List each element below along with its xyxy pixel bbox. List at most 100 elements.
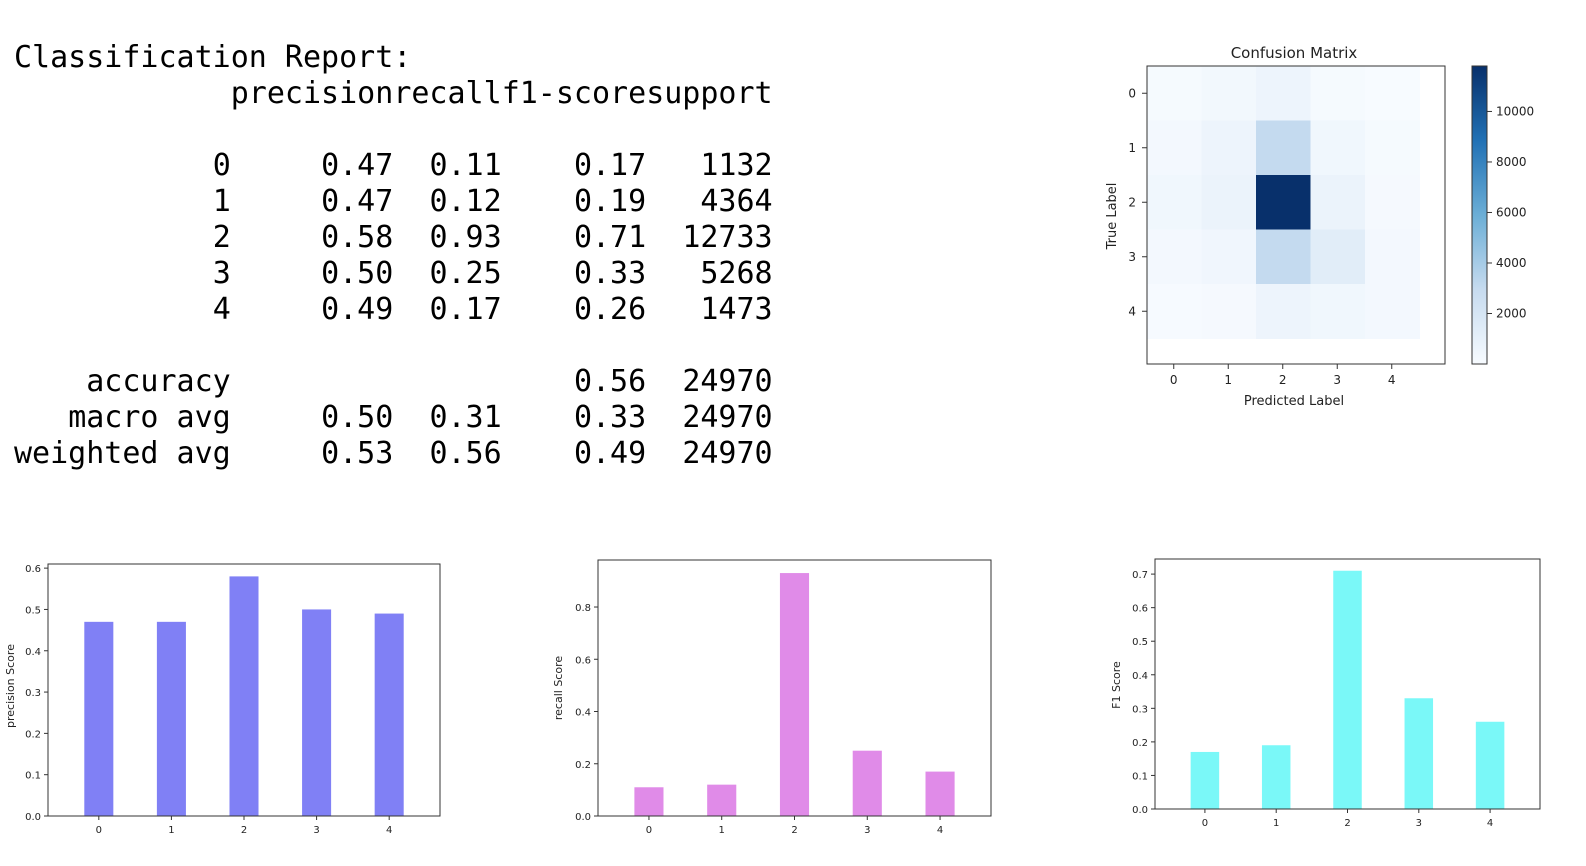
x-tick-label: 4 [386,825,392,836]
x-tick-label: 0 [1202,818,1208,829]
row-label: 1 [212,184,231,219]
recall-chart-svg: recall Score 0 1 2 3 4 0.0 0.2 0.4 0.6 0.8 [552,559,992,836]
summary-precision [231,364,394,400]
report-row: 2 0.58 0.93 0.71 12733 [14,220,773,256]
bar [1333,570,1362,809]
bar [707,784,737,816]
confusion-matrix-frame [1146,65,1446,365]
row-f1: 0.33 [573,256,647,291]
bars [84,576,404,816]
row-support: 1473 [700,292,773,327]
row-support: 4364 [700,184,773,219]
report-row: 1 0.47 0.12 0.19 4364 [14,184,773,220]
y-tick-label: 0.0 [25,812,41,823]
row-support: 5268 [700,256,773,291]
y-tick-label: 3 [1128,250,1136,264]
heatmap-cell [1256,66,1311,121]
row-recall: 0.93 [429,220,502,255]
x-tick-label: 3 [1333,373,1341,387]
summary-row-weighted-avg: weighted avg 0.53 0.56 0.49 24970 [14,436,773,472]
heatmap-cell [1256,175,1311,230]
summary-recall [393,364,501,400]
x-tick-label: 4 [1388,373,1396,387]
row-recall: 0.12 [429,184,502,219]
row-f1: 0.71 [573,220,647,255]
summary-recall: 0.31 [429,400,502,435]
bar [852,750,882,816]
bar [374,613,404,816]
y-tick-label: 0.5 [1132,637,1148,648]
y-tick-label: 0.6 [25,564,41,575]
recall-bar-chart: recall Score 0 1 2 3 4 0.0 0.2 0.4 0.6 0.8 [545,555,1005,845]
confusion-matrix-ylabel: True Label [1105,183,1120,251]
bars [1190,570,1505,809]
x-tick-label: 3 [1416,818,1422,829]
bar [925,771,955,816]
heatmap-cell [1201,120,1257,176]
report-header-row: precision recall f1-score support [14,76,773,112]
y-tick-label: 0.2 [575,760,591,771]
y-tick-label: 0.3 [25,688,41,699]
row-label: 0 [212,148,231,183]
confusion-matrix-chart: Confusion Matrix Predicted Label True La… [1090,38,1550,418]
y-tick-label: 0.1 [1132,771,1148,782]
row-label: 3 [212,256,231,291]
bar [1261,745,1291,809]
report-row: 4 0.49 0.17 0.26 1473 [14,292,773,328]
x-tick-label: 4 [1487,818,1493,829]
x-tick-label: 2 [791,825,797,836]
y-tick-label: 0.8 [575,603,591,614]
summary-label: macro avg [68,400,231,435]
heatmap-cell [1147,229,1202,285]
x-tick-label: 3 [864,825,870,836]
report-spacer [14,328,773,364]
y-tick-label: 0.7 [1132,570,1148,581]
bar [1404,698,1434,809]
x-tick-label: 0 [96,825,102,836]
f1-chart-svg: F1 Score 0 1 2 3 4 0.0 0.1 0.2 0.3 0.4 0.5 0.6 0.7 [1110,558,1541,829]
summary-recall: 0.56 [429,436,502,471]
heatmap-cell [1310,229,1366,285]
colorbar-tick-label: 4000 [1496,256,1527,270]
row-precision: 0.58 [321,220,394,255]
confusion-matrix-xlabel: Predicted Label [1244,394,1344,409]
header-support: support [646,76,773,111]
plot-frame [47,563,441,817]
header-f1-score: f1-score [501,76,647,111]
heatmap-cell [1147,284,1202,339]
row-label: 2 [212,220,231,255]
heatmap-cell [1365,175,1420,230]
y-tick-label: 4 [1128,304,1136,318]
y-tick-label: 0.0 [575,812,591,823]
y-tick-label: 0.3 [1132,704,1148,715]
report-title: Classification Report: [14,40,412,75]
summary-precision: 0.50 [321,400,394,435]
summary-precision: 0.53 [321,436,394,471]
colorbar-tick-label: 6000 [1496,205,1527,219]
colorbar-tick-label: 8000 [1496,155,1527,169]
summary-f1: 0.56 [573,364,647,399]
row-precision: 0.47 [321,184,394,219]
bar [84,621,114,816]
bars [634,573,955,816]
bar [1475,721,1505,809]
bar [634,787,664,816]
colorbar-tick-label: 10000 [1496,104,1534,118]
summary-f1: 0.49 [573,436,647,471]
row-precision: 0.50 [321,256,394,291]
bar [779,573,810,816]
y-tick-label: 0.1 [25,771,41,782]
report-row: 0 0.47 0.11 0.17 1132 [14,148,773,184]
heatmap-cell [1201,175,1257,230]
x-tick-label: 4 [937,825,943,836]
heatmap-cell [1365,66,1420,121]
summary-label: weighted avg [14,436,231,471]
row-f1: 0.26 [573,292,647,327]
heatmap-cell [1310,66,1366,121]
y-tick-label: 0 [1128,86,1136,100]
confusion-matrix-title: Confusion Matrix [1231,44,1358,62]
colorbar-ticks: 2000 4000 6000 8000 10000 [1487,104,1534,320]
heatmap-cell [1201,284,1257,339]
x-tick-label: 2 [241,825,247,836]
summary-support: 24970 [682,364,773,399]
